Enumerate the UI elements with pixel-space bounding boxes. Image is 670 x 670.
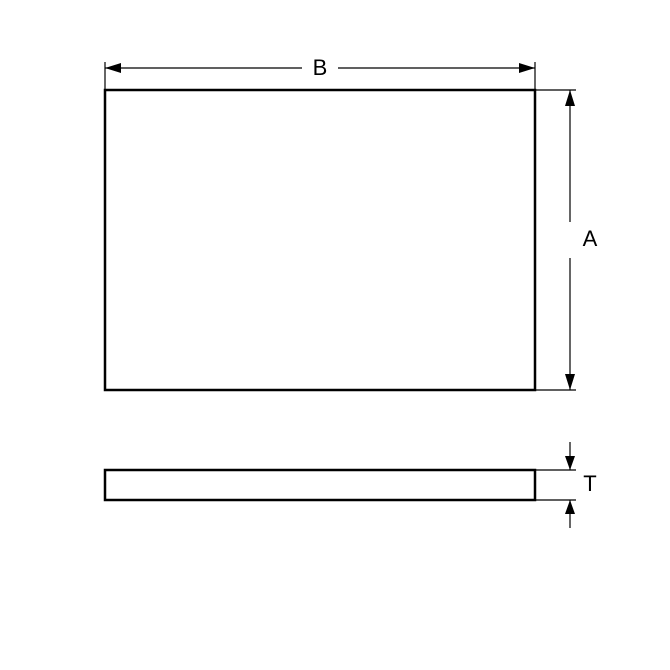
dimension-arrowhead [105, 63, 121, 73]
dimension-arrowhead [565, 500, 575, 514]
plate-side-view [105, 470, 535, 500]
dim-b-label: B [313, 55, 328, 80]
plate-top-view [105, 90, 535, 390]
dim-t-label: T [583, 471, 596, 496]
dimension-arrowhead [565, 374, 575, 390]
dimension-arrowhead [519, 63, 535, 73]
dimension-arrowhead [565, 456, 575, 470]
dim-a-label: A [583, 226, 598, 251]
dimension-arrowhead [565, 90, 575, 106]
